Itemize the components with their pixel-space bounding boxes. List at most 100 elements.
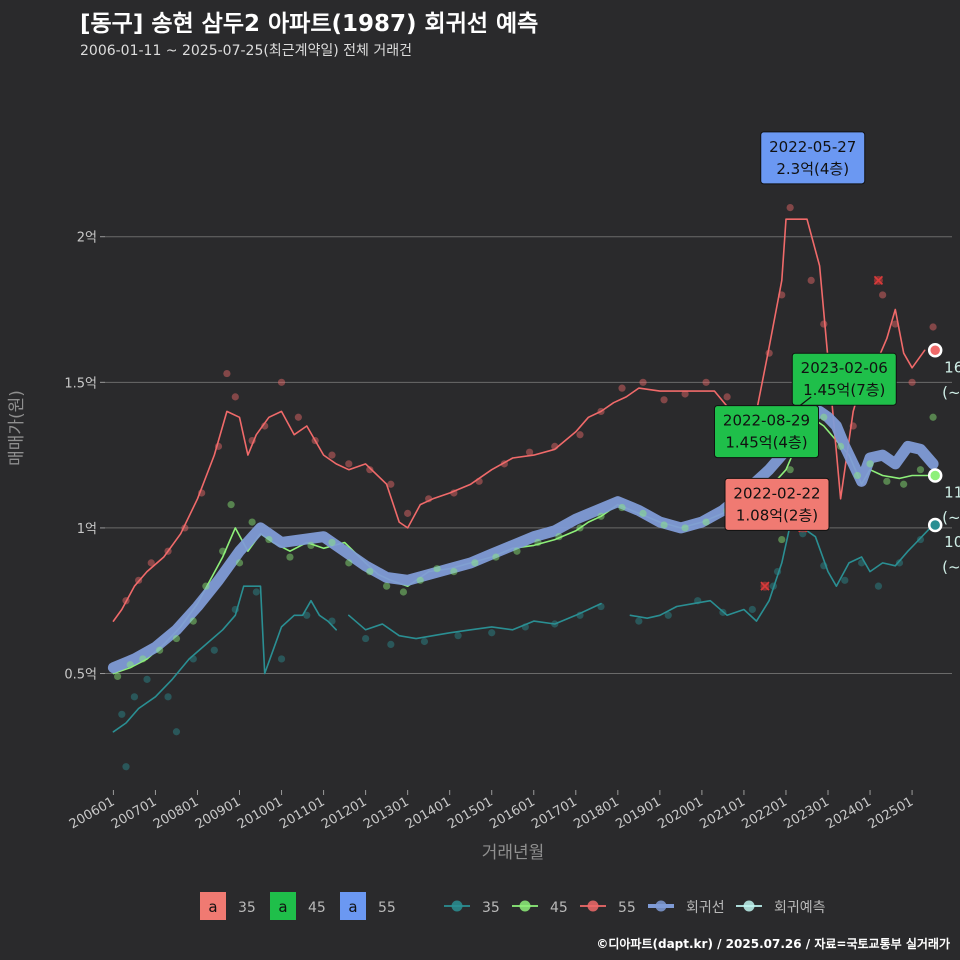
callout-box xyxy=(760,131,866,185)
legend-box-item: a 35 xyxy=(200,892,256,920)
legend-label: 35 xyxy=(482,900,500,916)
scatter-point-45 xyxy=(837,442,845,450)
price-callout: 2022-02-22 1.08억(2층) xyxy=(724,477,830,531)
scatter-point-35 xyxy=(210,646,218,654)
x-tick-label: 200601 xyxy=(67,794,117,832)
scatter-point-55 xyxy=(660,396,668,404)
scatter-point-55 xyxy=(181,524,189,532)
x-tick-label: 202001 xyxy=(655,794,705,832)
x-tick-label: 201401 xyxy=(403,794,453,832)
scatter-point-55 xyxy=(597,407,605,416)
y-tick-label: 0.5억 xyxy=(64,668,97,683)
scatter-point-35 xyxy=(895,559,904,567)
scatter-point-55 xyxy=(147,559,155,567)
x-tick-label: 202301 xyxy=(782,794,832,832)
regression-line xyxy=(107,405,939,674)
legend-label: 45 xyxy=(550,900,568,916)
scatter-point-35 xyxy=(635,617,643,625)
scatter-point-55 xyxy=(248,436,256,445)
scatter-point-45 xyxy=(786,466,794,474)
callout-box xyxy=(714,405,820,459)
forecast-value: 10,100 xyxy=(944,533,960,551)
legend-swatch xyxy=(270,892,296,920)
scatter-point-55 xyxy=(294,413,302,421)
scatter-point-35 xyxy=(277,655,286,663)
callout-price: 1.08억(2층) xyxy=(736,506,818,524)
scatter-point-35 xyxy=(172,728,181,736)
scatter-point-45 xyxy=(307,541,315,549)
scatter-point-45 xyxy=(450,568,458,576)
scatter-point-35 xyxy=(488,629,496,637)
scatter-point-45 xyxy=(492,553,500,561)
scatter-point-55 xyxy=(223,369,231,378)
legend-label: 45 xyxy=(308,900,326,916)
forecast-area: (~35㎡) xyxy=(942,558,960,576)
x-tick-label: 201601 xyxy=(487,794,537,832)
scatter-point-35 xyxy=(122,763,130,771)
scatter-point-45 xyxy=(383,582,391,590)
scatter-point-55 xyxy=(551,442,559,450)
scatter-point-35 xyxy=(143,675,151,683)
legend-dot xyxy=(519,900,531,912)
scatter-point-35 xyxy=(694,597,702,605)
callout-date: 2022-02-22 xyxy=(733,484,820,502)
scatter-point-45 xyxy=(702,518,710,526)
legend-dot xyxy=(743,900,755,912)
scatter-point-35 xyxy=(769,582,777,590)
scatter-point-45 xyxy=(156,646,164,654)
x-axis-title: 거래년월 xyxy=(482,843,545,863)
scatter-point-35 xyxy=(576,611,584,619)
scatter-point-45 xyxy=(681,524,689,532)
scatter-point-55 xyxy=(198,489,206,497)
legend-label: 회귀예측 xyxy=(774,900,826,916)
callout-date: 2023-02-06 xyxy=(801,359,888,377)
scatter-point-55 xyxy=(425,495,433,503)
legend-box-item: a 55 xyxy=(340,892,396,920)
scatter-point-35 xyxy=(303,611,311,619)
scatter-point-55 xyxy=(450,489,458,497)
scatter-point-55 xyxy=(891,320,899,328)
scatter-point-45 xyxy=(916,466,925,474)
x-tick-label: 201301 xyxy=(361,794,411,832)
legend-glyph: a xyxy=(208,898,217,916)
scatter-point-55 xyxy=(639,378,647,386)
legend-label: 55 xyxy=(618,900,636,916)
legend-dot xyxy=(655,900,667,912)
scatter-point-55 xyxy=(122,597,130,605)
scatter-point-45 xyxy=(172,634,181,643)
legend-dot xyxy=(587,900,599,912)
x-tick-label: 201801 xyxy=(571,794,621,832)
scatter-point-45 xyxy=(853,471,862,480)
scatter-point-45 xyxy=(366,568,374,576)
scatter-point-45 xyxy=(139,655,147,663)
y-axis-title: 매매가(원) xyxy=(7,390,27,466)
scatter-point-55 xyxy=(820,320,828,328)
callout-price: 1.45억(7층) xyxy=(803,381,885,399)
scatter-point-45 xyxy=(227,501,235,509)
scatter-point-35 xyxy=(597,602,605,611)
series-line-35 xyxy=(112,585,338,733)
x-tick-label: 201501 xyxy=(445,794,495,832)
callout-price: 2.3억(4층) xyxy=(776,160,849,178)
scatter-point-45 xyxy=(929,413,937,421)
scatter-point-45 xyxy=(235,559,244,567)
scatter-point-35 xyxy=(916,535,925,544)
scatter-point-45 xyxy=(555,533,563,541)
scatter-point-45 xyxy=(513,547,521,555)
x-tick-label: 201201 xyxy=(319,794,369,832)
scatter-point-55 xyxy=(135,576,143,584)
y-tick-label: 2억 xyxy=(77,231,97,246)
x-tick-label: 200801 xyxy=(151,794,201,832)
price-callout: 2023-02-06 1.45억(7층) xyxy=(791,352,897,406)
scatter-point-35 xyxy=(874,582,883,590)
x-tick-label: 201701 xyxy=(529,794,579,832)
x-tick-label: 202101 xyxy=(697,794,747,832)
callout-box xyxy=(791,352,897,406)
price-callout: 2022-05-27 2.3억(4층) xyxy=(760,131,866,185)
scatter-point-45 xyxy=(534,538,542,547)
legend-dot xyxy=(451,900,463,912)
legend-line-item: 회귀예측 xyxy=(736,900,826,916)
scatter-point-45 xyxy=(883,477,891,485)
forecast-point-45 xyxy=(927,468,943,483)
forecast-point-55 xyxy=(927,343,943,358)
